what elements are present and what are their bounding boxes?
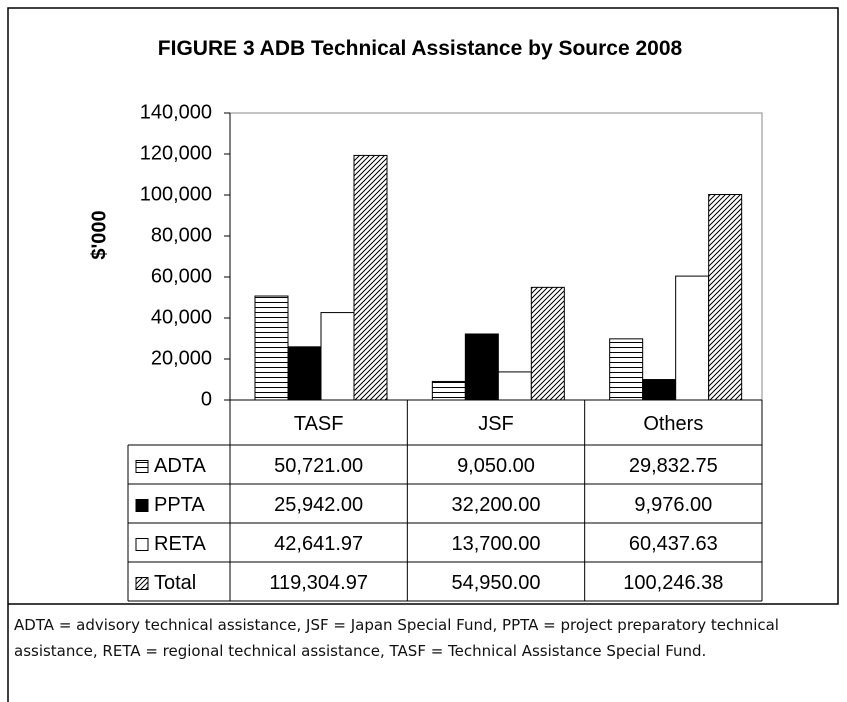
table-cell: 50,721.00 bbox=[274, 455, 363, 477]
legend-key bbox=[135, 538, 149, 551]
y-tick-label: 80,000 bbox=[151, 224, 212, 246]
legend-label: ADTA bbox=[154, 455, 207, 477]
category-label: Others bbox=[643, 413, 703, 435]
legend-label: Total bbox=[154, 572, 196, 594]
legend-key bbox=[135, 577, 149, 590]
y-tick-label: 100,000 bbox=[140, 183, 212, 205]
bar bbox=[431, 380, 466, 401]
bar bbox=[675, 275, 710, 401]
legend-label: RETA bbox=[154, 533, 207, 555]
table-cell: 100,246.38 bbox=[623, 572, 723, 594]
bar bbox=[254, 295, 289, 401]
y-tick-label: 0 bbox=[201, 388, 212, 410]
category-label: JSF bbox=[478, 413, 514, 435]
legend-key bbox=[135, 460, 149, 473]
table-cell: 32,200.00 bbox=[452, 494, 541, 516]
bar bbox=[530, 286, 565, 401]
table-cell: 54,950.00 bbox=[452, 572, 541, 594]
table-cell: 13,700.00 bbox=[452, 533, 541, 555]
bar bbox=[464, 333, 499, 401]
y-tick-label: 60,000 bbox=[151, 265, 212, 287]
table-cell: 9,976.00 bbox=[634, 494, 712, 516]
bar bbox=[353, 154, 388, 401]
bar bbox=[497, 371, 532, 401]
frame bbox=[7, 7, 839, 702]
y-tick-label: 40,000 bbox=[151, 306, 212, 328]
bar bbox=[642, 379, 677, 401]
bar bbox=[609, 338, 644, 401]
bar bbox=[287, 346, 322, 401]
legend-key bbox=[135, 499, 149, 512]
chart-title: FIGURE 3 ADB Technical Assistance by Sou… bbox=[157, 37, 683, 60]
table-cell: 60,437.63 bbox=[629, 533, 718, 555]
table-cell: 42,641.97 bbox=[274, 533, 363, 555]
y-axis-label: $'000 bbox=[88, 210, 110, 259]
y-tick-label: 20,000 bbox=[151, 347, 212, 369]
bar bbox=[708, 193, 743, 401]
y-tick-label: 120,000 bbox=[140, 142, 212, 164]
y-tick-label: 140,000 bbox=[140, 101, 212, 123]
table-cell: 29,832.75 bbox=[629, 455, 718, 477]
table-cell: 119,304.97 bbox=[269, 572, 368, 594]
bar bbox=[320, 312, 355, 401]
footnote: ADTA = advisory technical assistance, JS… bbox=[14, 616, 779, 660]
category-label: TASF bbox=[294, 413, 344, 435]
legend-label: PPTA bbox=[154, 494, 205, 516]
table-cell: 9,050.00 bbox=[457, 455, 535, 477]
table-cell: 25,942.00 bbox=[274, 494, 363, 516]
